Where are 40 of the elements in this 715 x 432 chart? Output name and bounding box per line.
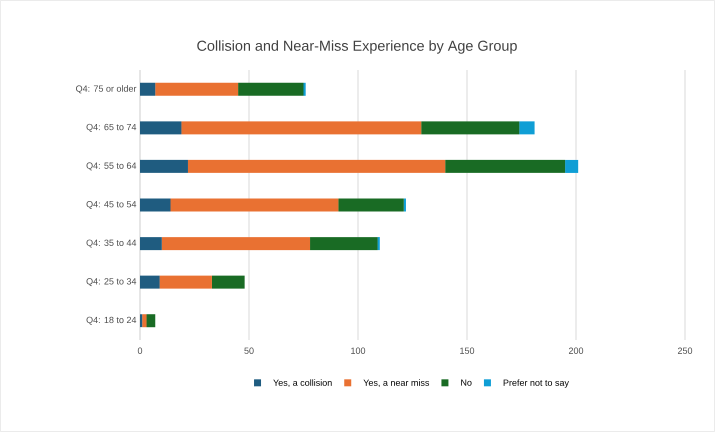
bar (565, 160, 578, 173)
y-tick-label: Q4: 18 to 24 (86, 316, 136, 325)
legend-label: Yes, a near miss (363, 379, 430, 387)
y-tick-label: Q4: 25 to 34 (86, 278, 136, 286)
bar (338, 198, 404, 212)
bar (142, 314, 147, 328)
bar (140, 121, 182, 134)
chart-title: Collision and Near-Miss Experience by Age Group (197, 40, 517, 54)
bar (170, 198, 338, 212)
bar (212, 276, 245, 289)
x-tick-label: 100 (351, 348, 366, 354)
y-tick-label: Q4: 55 to 64 (86, 162, 136, 170)
bar (140, 198, 171, 212)
bar (140, 160, 188, 173)
bar (140, 82, 156, 96)
bar (140, 237, 162, 250)
x-tick-label: 0 (138, 348, 142, 354)
bar (140, 276, 160, 289)
y-tick-label: Q4: 75 or older (76, 85, 136, 94)
bar (181, 121, 422, 134)
bar (421, 121, 520, 134)
bar (519, 121, 535, 134)
y-tick-label: Q4: 65 to 74 (86, 124, 136, 132)
bar (146, 314, 156, 328)
x-tick-label: 250 (678, 348, 692, 354)
bar (162, 237, 310, 250)
x-tick-label: 200 (568, 348, 584, 354)
legend-label: Yes, a collision (273, 379, 332, 387)
bar (188, 160, 446, 173)
bar (310, 237, 378, 250)
x-tick-label: 150 (460, 348, 474, 354)
y-tick-label: Q4: 35 to 44 (86, 240, 136, 248)
y-tick-label: Q4: 45 to 54 (86, 201, 136, 209)
bar (238, 82, 304, 96)
bar (160, 276, 212, 289)
legend-label: Prefer not to say (504, 379, 569, 388)
bar (445, 160, 566, 173)
x-tick-label: 50 (244, 348, 254, 354)
legend-label: No (461, 379, 472, 386)
bar (155, 82, 238, 96)
